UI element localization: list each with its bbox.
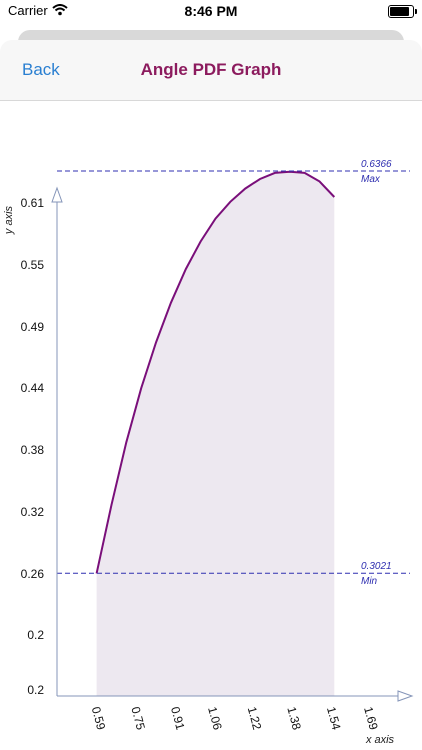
battery-icon bbox=[388, 5, 417, 18]
y-tick-label: 0.32 bbox=[21, 505, 45, 519]
carrier-label: Carrier bbox=[8, 3, 48, 18]
status-bar: Carrier 8:46 PM bbox=[0, 0, 422, 24]
navigation-bar: Back Angle PDF Graph bbox=[0, 40, 422, 101]
y-axis-arrow bbox=[51, 186, 63, 203]
max-value-label: 0.6366 bbox=[361, 159, 392, 170]
wifi-icon bbox=[52, 3, 68, 21]
x-tick-label: 1.69 bbox=[361, 705, 381, 731]
back-button[interactable]: Back bbox=[22, 60, 60, 79]
y-tick-label: 0.26 bbox=[21, 567, 45, 581]
y-tick-label: 0.2 bbox=[27, 683, 44, 697]
y-tick-label: 0.38 bbox=[21, 443, 45, 457]
x-tick-label: 1.38 bbox=[284, 705, 304, 731]
x-tick-label: 0.75 bbox=[128, 705, 148, 731]
min-value-label: 0.3021 bbox=[361, 561, 392, 572]
y-tick-label: 0.61 bbox=[21, 196, 45, 210]
x-axis-label: x axis bbox=[365, 734, 395, 746]
x-tick-label: 1.54 bbox=[324, 705, 344, 731]
angle-pdf-chart: 0.6366 Max 0.3021 Min 0.61 0.55 0.49 0.44 0.38 0… bbox=[3, 159, 414, 746]
y-tick-label: 0.49 bbox=[21, 320, 45, 334]
pdf-area-fill bbox=[96, 171, 335, 696]
x-tick-label: 0.59 bbox=[89, 705, 109, 731]
page-title: Angle PDF Graph bbox=[140, 60, 282, 79]
y-tick-label: 0.55 bbox=[21, 258, 45, 272]
clock-label: 8:46 PM bbox=[184, 3, 238, 19]
x-tick-label: 1.22 bbox=[245, 705, 265, 731]
min-label: Min bbox=[361, 576, 378, 587]
y-tick-label: 0.44 bbox=[21, 381, 45, 395]
x-tick-label: 1.06 bbox=[205, 705, 225, 731]
x-axis-arrow bbox=[397, 690, 414, 702]
y-axis-label: y axis bbox=[3, 205, 15, 235]
max-label: Max bbox=[361, 174, 381, 185]
pdf-curve bbox=[95, 170, 336, 574]
x-tick-label: 0.91 bbox=[168, 705, 188, 731]
y-tick-label: 0.2 bbox=[27, 628, 44, 642]
